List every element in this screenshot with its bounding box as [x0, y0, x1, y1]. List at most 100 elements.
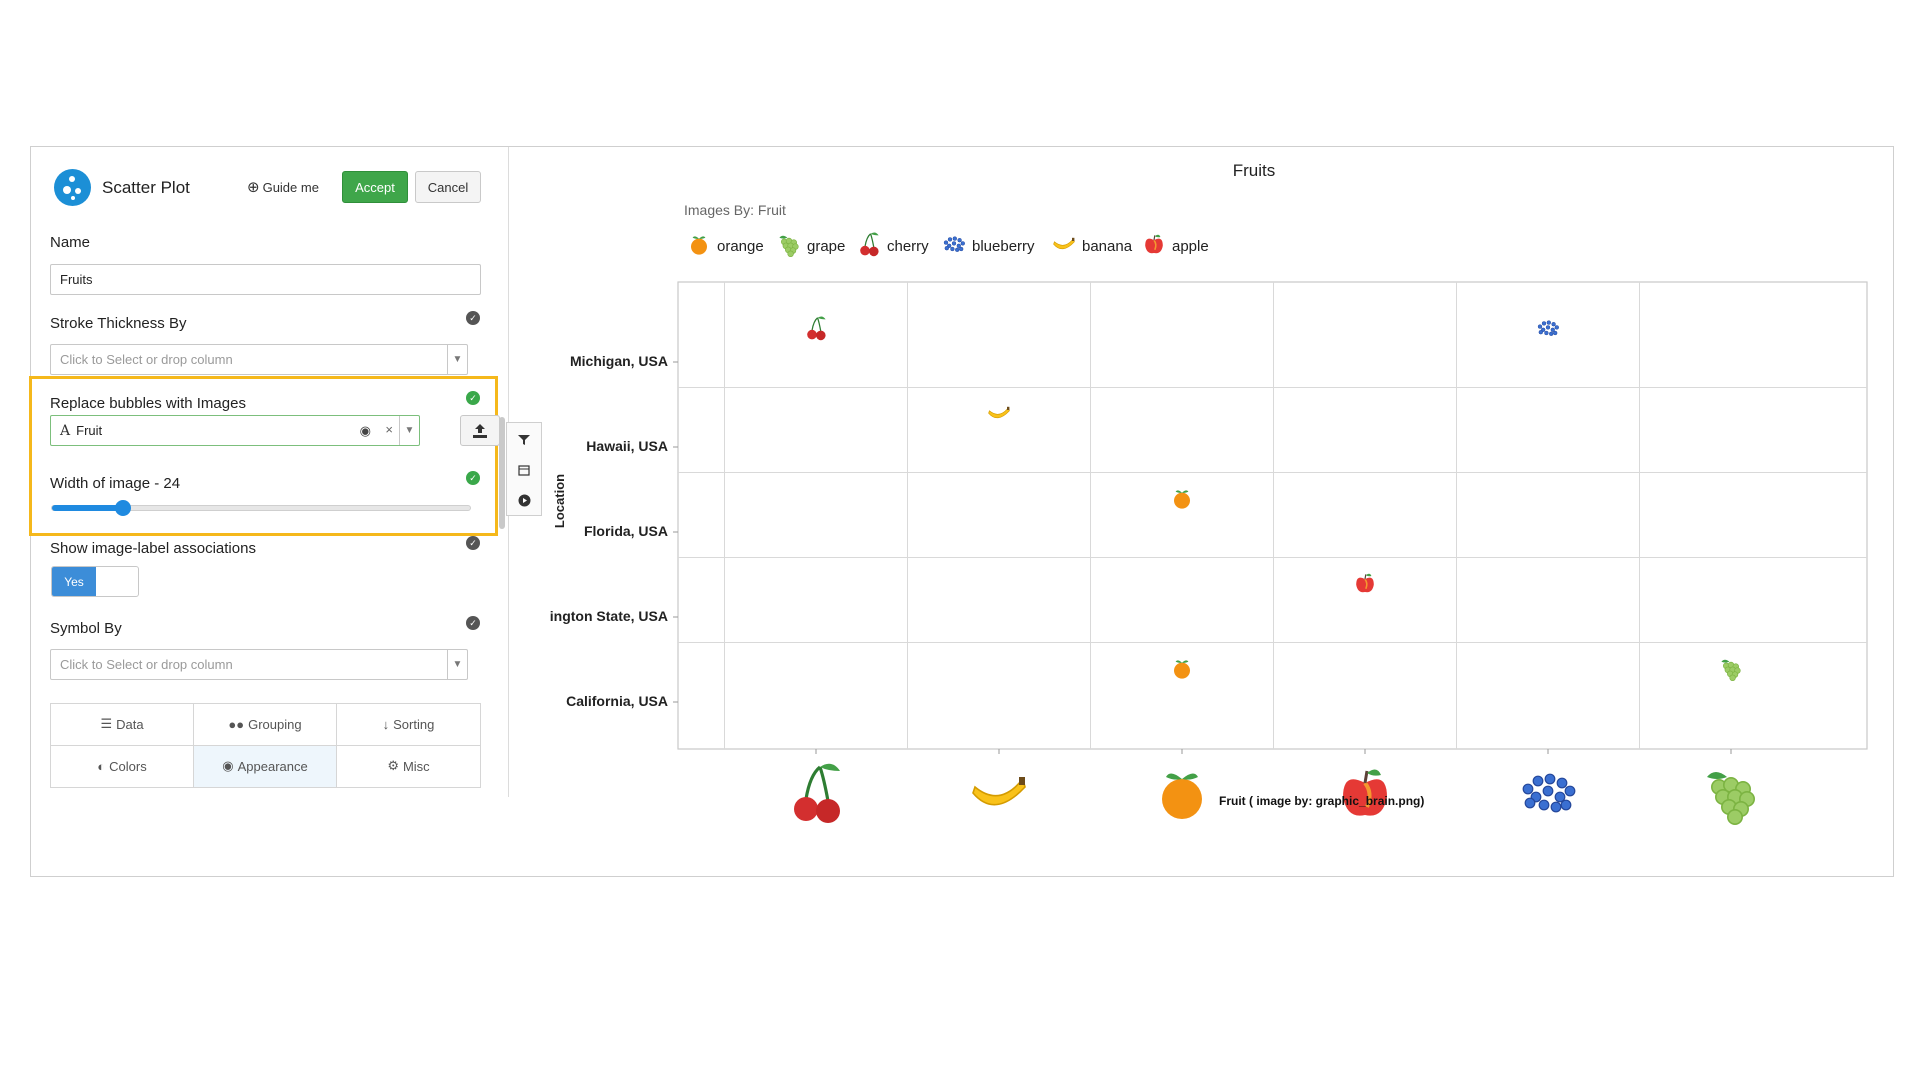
y-tick-label: Florida, USA — [584, 523, 668, 539]
toggle-yes[interactable]: Yes — [52, 567, 96, 596]
check-icon: ✓ — [466, 536, 480, 550]
y-axis-label: Location — [552, 474, 567, 528]
tab-label: Appearance — [237, 758, 308, 774]
panel-title: Scatter Plot — [102, 178, 190, 197]
check-icon-green: ✓ — [466, 471, 480, 485]
upload-image-button[interactable] — [460, 415, 500, 446]
legend-grape-icon — [779, 235, 799, 258]
scatter-plot-logo-icon — [54, 169, 91, 206]
y-tick-label: Michigan, USA — [570, 353, 668, 369]
y-tick-label: ington State, USA — [550, 608, 668, 624]
tab-data[interactable]: ☰ Data — [51, 704, 194, 746]
filter-button[interactable] — [507, 425, 541, 455]
users-icon: ●● — [228, 716, 245, 732]
symbol-by-select[interactable]: Click to Select or drop column ▼ — [50, 649, 468, 680]
tab-grouping[interactable]: ●● Grouping — [194, 704, 337, 746]
check-icon-green: ✓ — [466, 391, 480, 405]
eye-icon: ◉ — [222, 758, 234, 774]
eye-icon[interactable]: ◉ — [359, 423, 371, 438]
x-axis — [794, 749, 1755, 825]
filter-icon — [518, 435, 530, 445]
clear-icon[interactable]: × — [385, 422, 393, 437]
symbol-by-placeholder: Click to Select or drop column — [60, 657, 233, 672]
x-tick-cherry-icon — [794, 763, 840, 823]
accept-button[interactable]: Accept — [342, 171, 408, 203]
image-width-slider[interactable] — [51, 500, 471, 516]
tab-label: Grouping — [248, 716, 302, 732]
plot-area — [677, 281, 1868, 750]
play-icon — [518, 494, 530, 506]
lifebuoy-icon: ⊕ — [247, 179, 260, 196]
data-point-grape — [1721, 659, 1741, 682]
stroke-thickness-placeholder: Click to Select or drop column — [60, 352, 233, 367]
legend-apple-icon — [1145, 234, 1163, 254]
chart-title: Fruits — [1233, 161, 1276, 180]
contrast-icon: ◐ — [97, 758, 106, 774]
replace-bubbles-select[interactable]: A Fruit ◉ × ▼ — [50, 415, 420, 446]
name-input[interactable]: Fruits — [50, 264, 481, 295]
legend-banana-icon — [1053, 237, 1075, 250]
text-type-icon: A — [60, 422, 71, 439]
chevron-down-icon[interactable]: ▼ — [399, 416, 419, 445]
y-tick-label: Hawaii, USA — [586, 438, 668, 454]
tab-appearance[interactable]: ◉ Appearance — [194, 745, 337, 787]
chart-legend: orange grape cherry blueberry banana apple — [691, 232, 1209, 258]
y-axis: Michigan, USA Hawaii, USA Florida, USA ingt… — [550, 353, 678, 709]
side-toolbar — [506, 422, 542, 516]
x-tick-blueberry-icon — [1522, 773, 1576, 813]
name-value: Fruits — [60, 272, 93, 287]
legend-label-grape: grape — [807, 238, 845, 255]
play-button[interactable] — [507, 485, 541, 515]
sort-numeric-icon: ↓ — [382, 716, 390, 732]
highlight-box — [29, 376, 498, 536]
legend-label-orange: orange — [717, 238, 764, 255]
image-label-associations-label: Show image-label associations — [50, 540, 256, 557]
data-point-cherry — [807, 316, 826, 341]
legend-cherry-icon — [860, 232, 879, 257]
calendar-button[interactable] — [507, 455, 541, 485]
chevron-down-icon[interactable]: ▼ — [447, 650, 467, 679]
slider-handle[interactable] — [115, 500, 132, 516]
width-of-image-label: Width of image - 24 — [50, 475, 181, 492]
legend-title: Images By: Fruit — [684, 202, 786, 218]
tab-label: Colors — [109, 758, 147, 774]
x-tick-grape-icon — [1707, 772, 1755, 825]
stroke-thickness-label: Stroke Thickness By — [50, 315, 187, 332]
check-icon: ✓ — [466, 311, 480, 325]
chevron-down-icon[interactable]: ▼ — [447, 345, 467, 374]
scatter-chart: Fruits Images By: Fruit orange grape cherr… — [550, 161, 1868, 825]
data-point-banana — [988, 406, 1010, 419]
replace-bubbles-label: Replace bubbles with Images — [50, 395, 246, 412]
tab-sorting[interactable]: ↓ Sorting — [337, 704, 480, 746]
symbol-by-label: Symbol By — [50, 620, 122, 637]
legend-orange-icon — [691, 236, 707, 255]
y-tick-label: California, USA — [566, 693, 668, 709]
tab-misc[interactable]: ⚙ Misc — [337, 746, 480, 788]
guide-me-button[interactable]: ⊕ Guide me — [247, 178, 319, 196]
check-icon: ✓ — [466, 616, 480, 630]
x-tick-banana-icon — [972, 777, 1026, 806]
settings-tabs: ☰ Data ●● Grouping ↓ Sorting ◐ Colors ◉ Appea… — [50, 703, 481, 788]
tab-label: Misc — [402, 758, 430, 774]
upload-icon — [473, 423, 487, 438]
panel-scrollbar[interactable] — [499, 417, 505, 529]
image-label-associations-toggle[interactable]: Yes — [51, 566, 139, 597]
data-point-apple — [1356, 573, 1374, 593]
x-tick-apple-icon — [1343, 769, 1387, 816]
cancel-button[interactable]: Cancel — [415, 171, 481, 203]
legend-label-cherry: cherry — [887, 238, 929, 255]
replace-bubbles-value: Fruit — [76, 423, 103, 438]
slider-fill — [52, 505, 124, 511]
gear-icon: ⚙ — [387, 758, 399, 774]
name-label: Name — [50, 234, 91, 251]
settings-panel: Scatter Plot ⊕ Guide me Accept Cancel Nam… — [29, 147, 508, 876]
stroke-thickness-select[interactable]: Click to Select or drop column ▼ — [50, 344, 468, 375]
data-point-blueberry — [1537, 320, 1559, 336]
tab-colors[interactable]: ◐ Colors — [51, 745, 194, 787]
grid-lines — [678, 282, 1867, 749]
database-icon: ☰ — [100, 716, 113, 732]
calendar-icon — [518, 465, 530, 476]
data-point-orange — [1174, 490, 1190, 509]
legend-blueberry-icon — [943, 236, 965, 252]
guide-me-label: Guide me — [262, 180, 319, 195]
